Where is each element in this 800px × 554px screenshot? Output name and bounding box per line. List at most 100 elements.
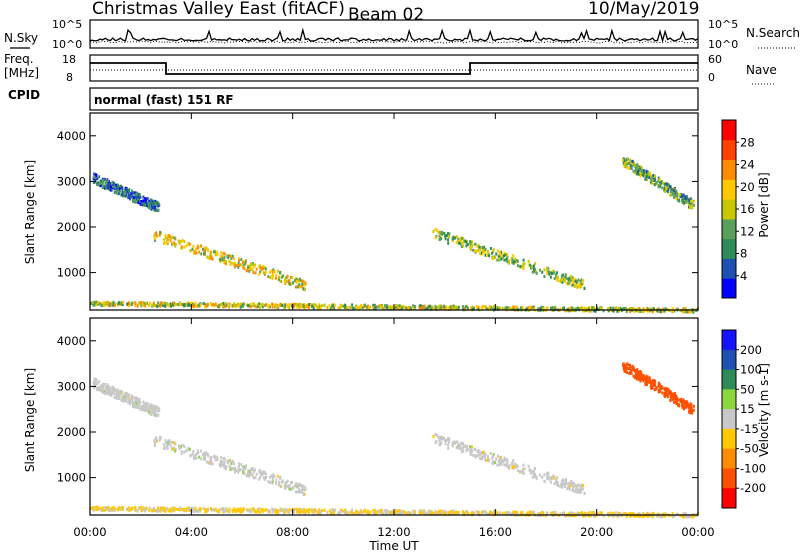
velocity-cell (639, 379, 642, 383)
power-cell (447, 231, 450, 235)
velocity-cell (310, 508, 313, 512)
velocity-cell (95, 382, 98, 386)
power-cell (504, 306, 507, 310)
velocity-cell (628, 371, 631, 375)
velocity-cell (486, 454, 489, 458)
velocity-cell (288, 511, 291, 515)
velocity-cell (522, 467, 525, 471)
power-cell (508, 259, 511, 263)
velocity-cell (644, 382, 647, 386)
velocity-cell (466, 511, 469, 515)
velocity-cell (184, 509, 187, 513)
velocity-cell (497, 512, 500, 516)
x-tick-label: 04:00 (175, 525, 208, 539)
nsky-tick-top: 10^5 (52, 18, 82, 31)
power-cell (109, 182, 112, 186)
velocity-cell (293, 510, 296, 514)
power-cell (654, 178, 657, 182)
velocity-cell (138, 400, 141, 404)
nave-tick-top: 60 (708, 53, 722, 66)
power-cell (134, 193, 137, 197)
power-cell (623, 164, 626, 168)
velocity-cell (239, 507, 242, 511)
velocity-cell (94, 378, 97, 382)
power-cell (187, 303, 190, 307)
power-cell (170, 235, 173, 239)
power-cell (449, 305, 452, 309)
velocity-cell (516, 469, 519, 473)
velocity-cell (164, 438, 167, 442)
power-cell (267, 305, 270, 309)
velocity-cell (580, 511, 583, 515)
power-cell (633, 310, 636, 314)
power-cell (288, 306, 291, 310)
velocity-cell (142, 506, 145, 510)
velocity-cell (298, 484, 301, 488)
nave-tick-bottom: 0 (708, 71, 715, 84)
velocity-cell (373, 509, 376, 513)
velocity-cell (111, 389, 114, 393)
power-cell (212, 303, 215, 307)
power-cell (252, 302, 255, 306)
power-cell (664, 189, 667, 193)
velocity-cell (102, 508, 105, 512)
velocity-cell (271, 507, 274, 511)
velocity-cell (638, 374, 641, 378)
power-cell (228, 304, 231, 308)
power-cell (567, 281, 570, 285)
velocity-cell (121, 395, 124, 399)
power-cell (151, 200, 154, 204)
power-cell (183, 245, 186, 249)
power-cell (551, 272, 554, 276)
power-cell (559, 279, 562, 283)
x-axis-label: Time UT (368, 539, 419, 553)
power-cell (142, 301, 145, 305)
velocity-cell (568, 481, 571, 485)
power-cell (231, 254, 234, 258)
velocity-cell (486, 458, 489, 462)
power-cell (615, 306, 618, 310)
velocity-cell (447, 446, 450, 450)
power-cell (639, 309, 642, 313)
power-cell (569, 306, 572, 310)
power-cell (292, 281, 295, 285)
power-cell (442, 306, 445, 310)
power-cell (111, 182, 114, 186)
velocity-cell (473, 511, 476, 515)
power-cell (267, 275, 270, 279)
velocity-cell (503, 459, 506, 463)
velocity-cell (522, 512, 525, 516)
velocity-cell (259, 475, 262, 479)
power-cell (171, 242, 174, 246)
date-label: 10/May/2019 (588, 0, 700, 19)
power-cell (681, 310, 684, 314)
velocity-cell (484, 452, 487, 456)
velocity-cell (118, 395, 121, 399)
power-cell (484, 247, 487, 251)
velocity-cell (423, 510, 426, 514)
power-cell (240, 258, 243, 262)
power-cell (136, 304, 139, 308)
power-cell (165, 236, 168, 240)
freq-label: Freq. (4, 52, 34, 66)
power-cell (331, 306, 334, 310)
velocity-cell (657, 381, 660, 385)
velocity-cell (133, 396, 136, 400)
power-cell (543, 274, 546, 278)
velocity-cell (229, 460, 232, 464)
power-cell (563, 309, 566, 313)
velocity-cell (561, 482, 564, 486)
power-cell (651, 310, 654, 314)
velocity-cell (136, 400, 139, 404)
power-cell (248, 303, 251, 307)
velocity-cell (152, 506, 155, 510)
power-cell (162, 301, 165, 305)
power-cell (637, 172, 640, 176)
power-cell (502, 254, 505, 258)
power-cell (479, 246, 482, 250)
velocity-cell (107, 391, 110, 395)
velocity-cell (430, 510, 433, 514)
velocity-cell (218, 463, 221, 467)
velocity-cell (128, 393, 131, 397)
power-cell (91, 301, 94, 305)
